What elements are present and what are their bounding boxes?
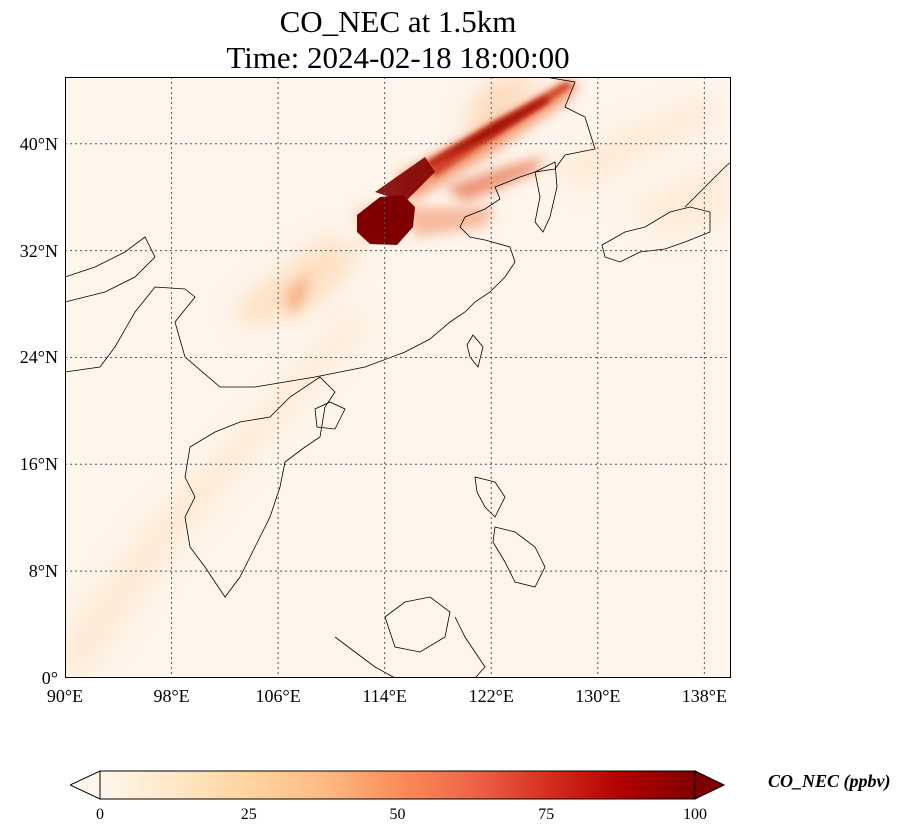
concentration-field-background [65, 77, 731, 678]
latitude-tick-label: 32°N [19, 240, 58, 261]
longitude-tick-label: 138°E [681, 686, 727, 706]
colorbar-extend-max [694, 770, 725, 800]
latitude-tick-label: 16°N [19, 454, 58, 475]
longitude-tick-label: 98°E [153, 686, 190, 706]
colorbar-label: CO_NEC (ppbv) [768, 771, 891, 791]
map-panel [65, 77, 731, 678]
longitude-tick-label: 106°E [255, 686, 301, 706]
colorbar-tick-label: 0 [96, 806, 104, 823]
longitude-tick-label: 90°E [46, 686, 84, 706]
map-gridlines [65, 77, 731, 678]
longitude-tick-label: 114°E [362, 686, 407, 706]
map-border [65, 77, 731, 678]
longitude-tick-label: 122°E [468, 686, 514, 706]
map-canvas [65, 77, 731, 678]
latitude-tick-label: 40°N [19, 133, 58, 154]
colorbar-tick-label: 100 [683, 806, 707, 823]
latitude-tick-label: 0° [41, 668, 58, 688]
longitude-tick-label: 130°E [575, 686, 621, 706]
co-concentration-plumes [65, 77, 731, 677]
colorbar [70, 770, 725, 800]
colorbar-gradient [99, 770, 696, 800]
latitude-tick-label: 8°N [28, 561, 58, 582]
coastlines [65, 77, 731, 678]
colorbar-extend-min [70, 770, 101, 800]
colorbar-tick-label: 25 [240, 806, 257, 823]
latitude-tick-label: 24°N [19, 347, 58, 368]
plot-title-line1: CO_NEC at 1.5km [279, 4, 517, 39]
colorbar-tick-label: 75 [538, 806, 555, 823]
colorbar-tick-label: 50 [389, 806, 406, 823]
plot-title-line2: Time: 2024-02-18 18:00:00 [226, 40, 570, 75]
